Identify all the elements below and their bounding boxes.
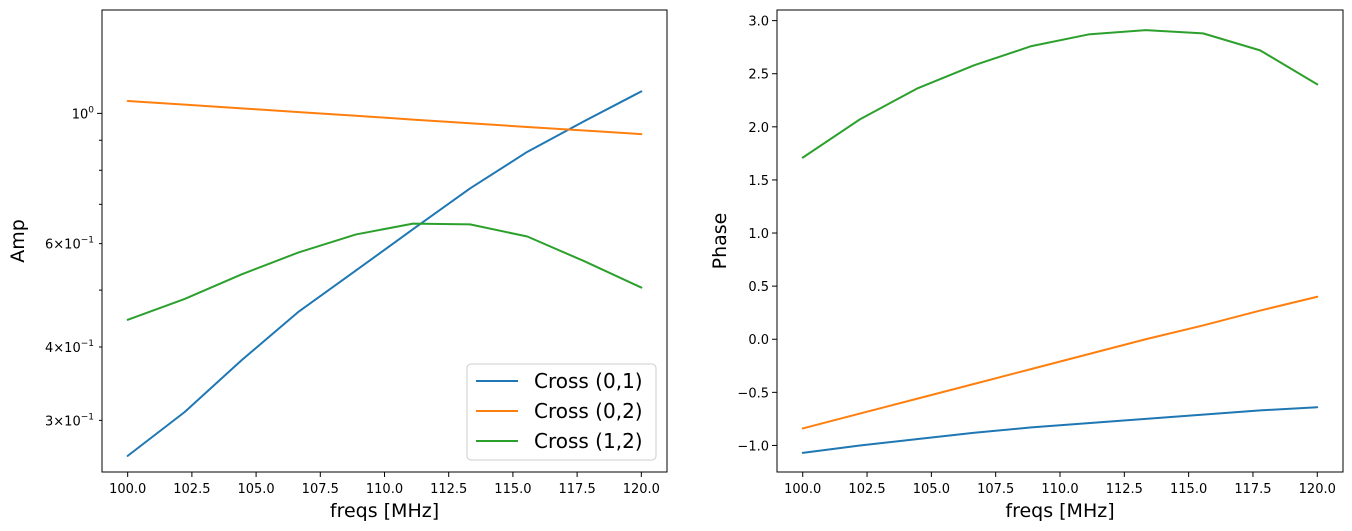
amp-line-cross-0-2 — [126, 99, 643, 136]
phase-x-tick-label: 102.5 — [848, 482, 885, 497]
phase-y-tick-label: 1.5 — [748, 174, 769, 189]
phase-line-cross-0-1 — [801, 406, 1319, 454]
amp-x-tick-label: 102.5 — [173, 482, 210, 497]
phase-y-axis-label: Phase — [709, 213, 731, 270]
legend-label-cross-1-2: Cross (1,2) — [534, 429, 643, 453]
amp-y-major-tick-label: 100 — [72, 105, 95, 122]
amp-x-tick-label: 115.0 — [494, 482, 531, 497]
legend: Cross (0,1) Cross (0,2) Cross (1,2) — [466, 363, 657, 461]
phase-x-tick-label: 117.5 — [1234, 482, 1271, 497]
amp-x-tick-label: 100.0 — [109, 482, 146, 497]
amp-x-tick-label: 105.0 — [237, 482, 274, 497]
phase-y-tick-label: 2.0 — [748, 121, 769, 136]
phase-y-tick-label: 0.0 — [748, 333, 769, 348]
amp-line-cross-0-1 — [126, 90, 643, 457]
phase-y-tick-label: −0.5 — [737, 386, 769, 401]
amp-line-cross-1-2 — [126, 222, 643, 321]
phase-y-tick-label: −1.0 — [737, 439, 769, 454]
phase-y-tick-label: 0.5 — [748, 280, 769, 295]
amp-y-minor-tick-label: 6×10−1 — [45, 236, 94, 253]
phase-y-tick-label: 1.0 — [748, 227, 769, 242]
phase-chart: 100.0 102.5 105.0 107.5 110.0 112.5 115.0 117.5… — [709, 9, 1344, 522]
phase-y-tick-label: 2.5 — [748, 68, 769, 83]
phase-x-tick-label: 110.0 — [1041, 482, 1078, 497]
amp-x-axis-label: freqs [MHz] — [330, 500, 439, 522]
amp-x-tick-label: 110.0 — [366, 482, 403, 497]
phase-y-tick-label: 3.0 — [748, 15, 769, 30]
amp-x-tick-label: 120.0 — [623, 482, 660, 497]
phase-x-tick-label: 100.0 — [784, 482, 821, 497]
amp-chart: 100.0 102.5 105.0 107.5 110.0 112.5 115.0 117.5… — [7, 9, 668, 522]
phase-x-axis-label: freqs [MHz] — [1005, 500, 1114, 522]
phase-x-tick-label: 115.0 — [1170, 482, 1207, 497]
amp-y-axis-label: Amp — [7, 219, 29, 263]
amp-y-minor-tick-label: 4×10−1 — [45, 339, 94, 356]
legend-label-cross-0-2: Cross (0,2) — [534, 399, 643, 423]
phase-x-tick-label: 112.5 — [1106, 482, 1143, 497]
amp-x-tick-label: 107.5 — [302, 482, 339, 497]
phase-x-tick-label: 107.5 — [977, 482, 1014, 497]
phase-plot-frame — [776, 9, 1344, 473]
phase-x-tick-label: 120.0 — [1299, 482, 1336, 497]
phase-x-tick-label: 105.0 — [913, 482, 950, 497]
legend-label-cross-0-1: Cross (0,1) — [534, 369, 643, 393]
amp-x-tick-label: 112.5 — [430, 482, 467, 497]
amp-x-tick-label: 117.5 — [559, 482, 596, 497]
phase-line-cross-1-2 — [801, 29, 1319, 159]
amp-y-minor-tick-label: 3×10−1 — [45, 412, 94, 429]
legend-box — [466, 363, 657, 461]
phase-line-cross-0-2 — [801, 295, 1319, 430]
